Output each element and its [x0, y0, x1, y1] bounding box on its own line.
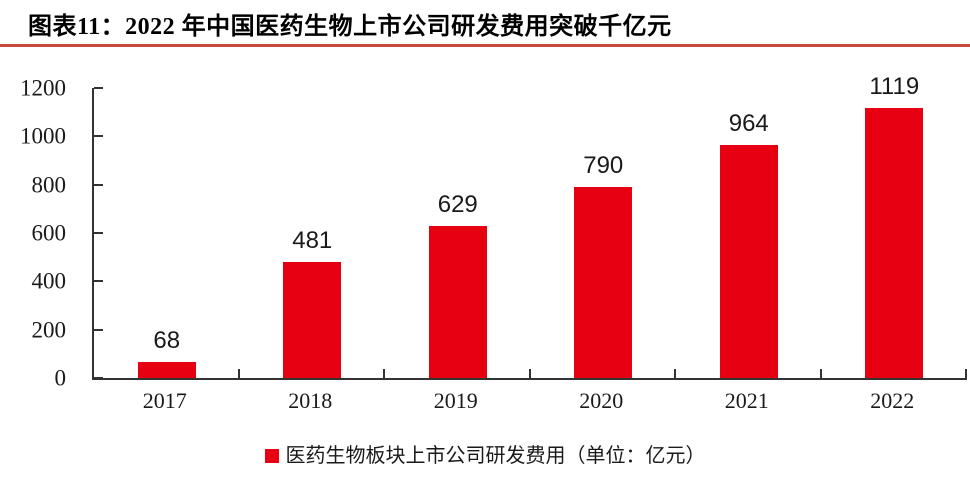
y-tick-mark-1200 — [94, 87, 103, 89]
x-tick-mark-2022 — [965, 369, 967, 378]
value-label-2022: 1119 — [869, 72, 920, 100]
bar-2017 — [137, 361, 196, 378]
chart-title: 图表11：2022 年中国医药生物上市公司研发费用突破千亿元 — [28, 14, 672, 40]
y-tick-label-600: 600 — [31, 220, 67, 246]
plot-area: 68 481 629 790 964 1119 — [92, 74, 967, 380]
bar-2021 — [719, 145, 778, 378]
legend-square-icon — [264, 449, 279, 463]
y-tick-label-1000: 1000 — [20, 123, 66, 149]
value-label-2020: 790 — [583, 152, 624, 180]
x-tick-label-2021: 2021 — [724, 388, 769, 413]
y-tick-mark-800 — [94, 183, 103, 186]
bar-2018 — [283, 261, 342, 378]
bar-2019 — [428, 226, 487, 378]
y-tick-mark-0 — [94, 377, 103, 379]
bar-2020 — [574, 187, 633, 378]
y-tick-label-0: 0 — [54, 365, 67, 391]
x-tick-mark-2018 — [383, 369, 385, 378]
x-tick-label-2017: 2017 — [142, 388, 187, 413]
y-tick-label-400: 400 — [31, 268, 67, 294]
value-label-2017: 68 — [153, 326, 181, 354]
x-tick-label-2018: 2018 — [288, 388, 333, 413]
y-tick-label-200: 200 — [31, 317, 67, 343]
x-tick-label-2022: 2022 — [870, 388, 915, 413]
value-label-2021: 964 — [728, 110, 769, 138]
legend: 医药生物板块上市公司研发费用（单位：亿元） — [0, 444, 970, 468]
y-tick-mark-200 — [94, 328, 103, 331]
x-tick-mark-2017 — [237, 369, 240, 378]
value-label-2019: 629 — [437, 191, 478, 218]
y-tick-label-800: 800 — [31, 172, 67, 198]
y-tick-mark-1000 — [94, 135, 103, 138]
x-tick-mark-2021 — [819, 369, 822, 378]
bar-2022 — [865, 107, 924, 378]
x-tick-mark-2019 — [528, 369, 531, 378]
y-axis-labels: 0 200 400 600 800 1000 1200 — [0, 77, 67, 390]
title-rule-line — [0, 44, 970, 47]
x-tick-label-2020: 2020 — [579, 388, 624, 413]
legend-label: 医药生物板块上市公司研发费用（单位：亿元） — [285, 445, 706, 467]
x-axis-labels: 2017 2018 2019 2020 2021 2022 — [92, 390, 965, 416]
value-label-2018: 481 — [292, 226, 333, 254]
y-tick-mark-600 — [94, 232, 103, 234]
y-tick-label-1200: 1200 — [20, 75, 66, 101]
y-tick-mark-400 — [94, 280, 103, 283]
x-tick-label-2019: 2019 — [433, 388, 478, 413]
x-tick-mark-2020 — [674, 369, 676, 378]
